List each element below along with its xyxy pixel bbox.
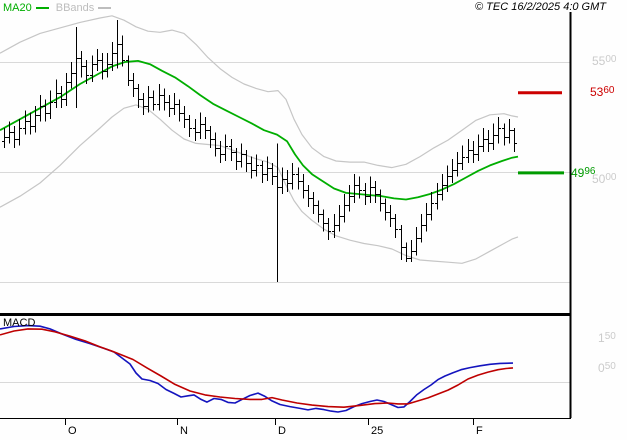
x-axis-label-D: D	[278, 425, 286, 437]
bollinger-upper-line	[0, 15, 519, 169]
price-axis-label-5000: 5000	[592, 172, 617, 186]
macd-axis-label-150: 150	[598, 331, 616, 345]
price-marker-label-4996: 4996	[571, 166, 596, 180]
legend: MA20 BBands	[3, 1, 118, 15]
x-axis-label-F: F	[476, 425, 483, 437]
ohlc-bars	[2, 20, 517, 282]
copyright-timestamp: © TEC 16/2/2025 4:0 GMT	[475, 1, 606, 13]
x-axis-label-25: 25	[371, 425, 384, 437]
legend-bbands-label: BBands	[55, 2, 95, 14]
ma20-line-swatch	[35, 7, 49, 9]
macd-panel-title: MACD	[3, 317, 36, 329]
bbands-line-swatch	[98, 7, 112, 9]
x-axis-ticks	[65, 418, 474, 425]
ma20-line	[0, 60, 519, 201]
price-marker-label-5360: 5360	[590, 85, 615, 99]
x-axis-label-O: O	[68, 425, 77, 437]
price-gridlines	[0, 62, 570, 283]
price-axis-label-5500: 5500	[592, 54, 617, 68]
bollinger-lower-line	[0, 104, 519, 264]
panel-separator	[0, 313, 571, 316]
macd-axis-label-050: 050	[598, 361, 616, 375]
macd-signal-line	[0, 328, 514, 409]
x-axis-label-N: N	[180, 425, 188, 437]
legend-ma20-label: MA20	[3, 2, 32, 14]
